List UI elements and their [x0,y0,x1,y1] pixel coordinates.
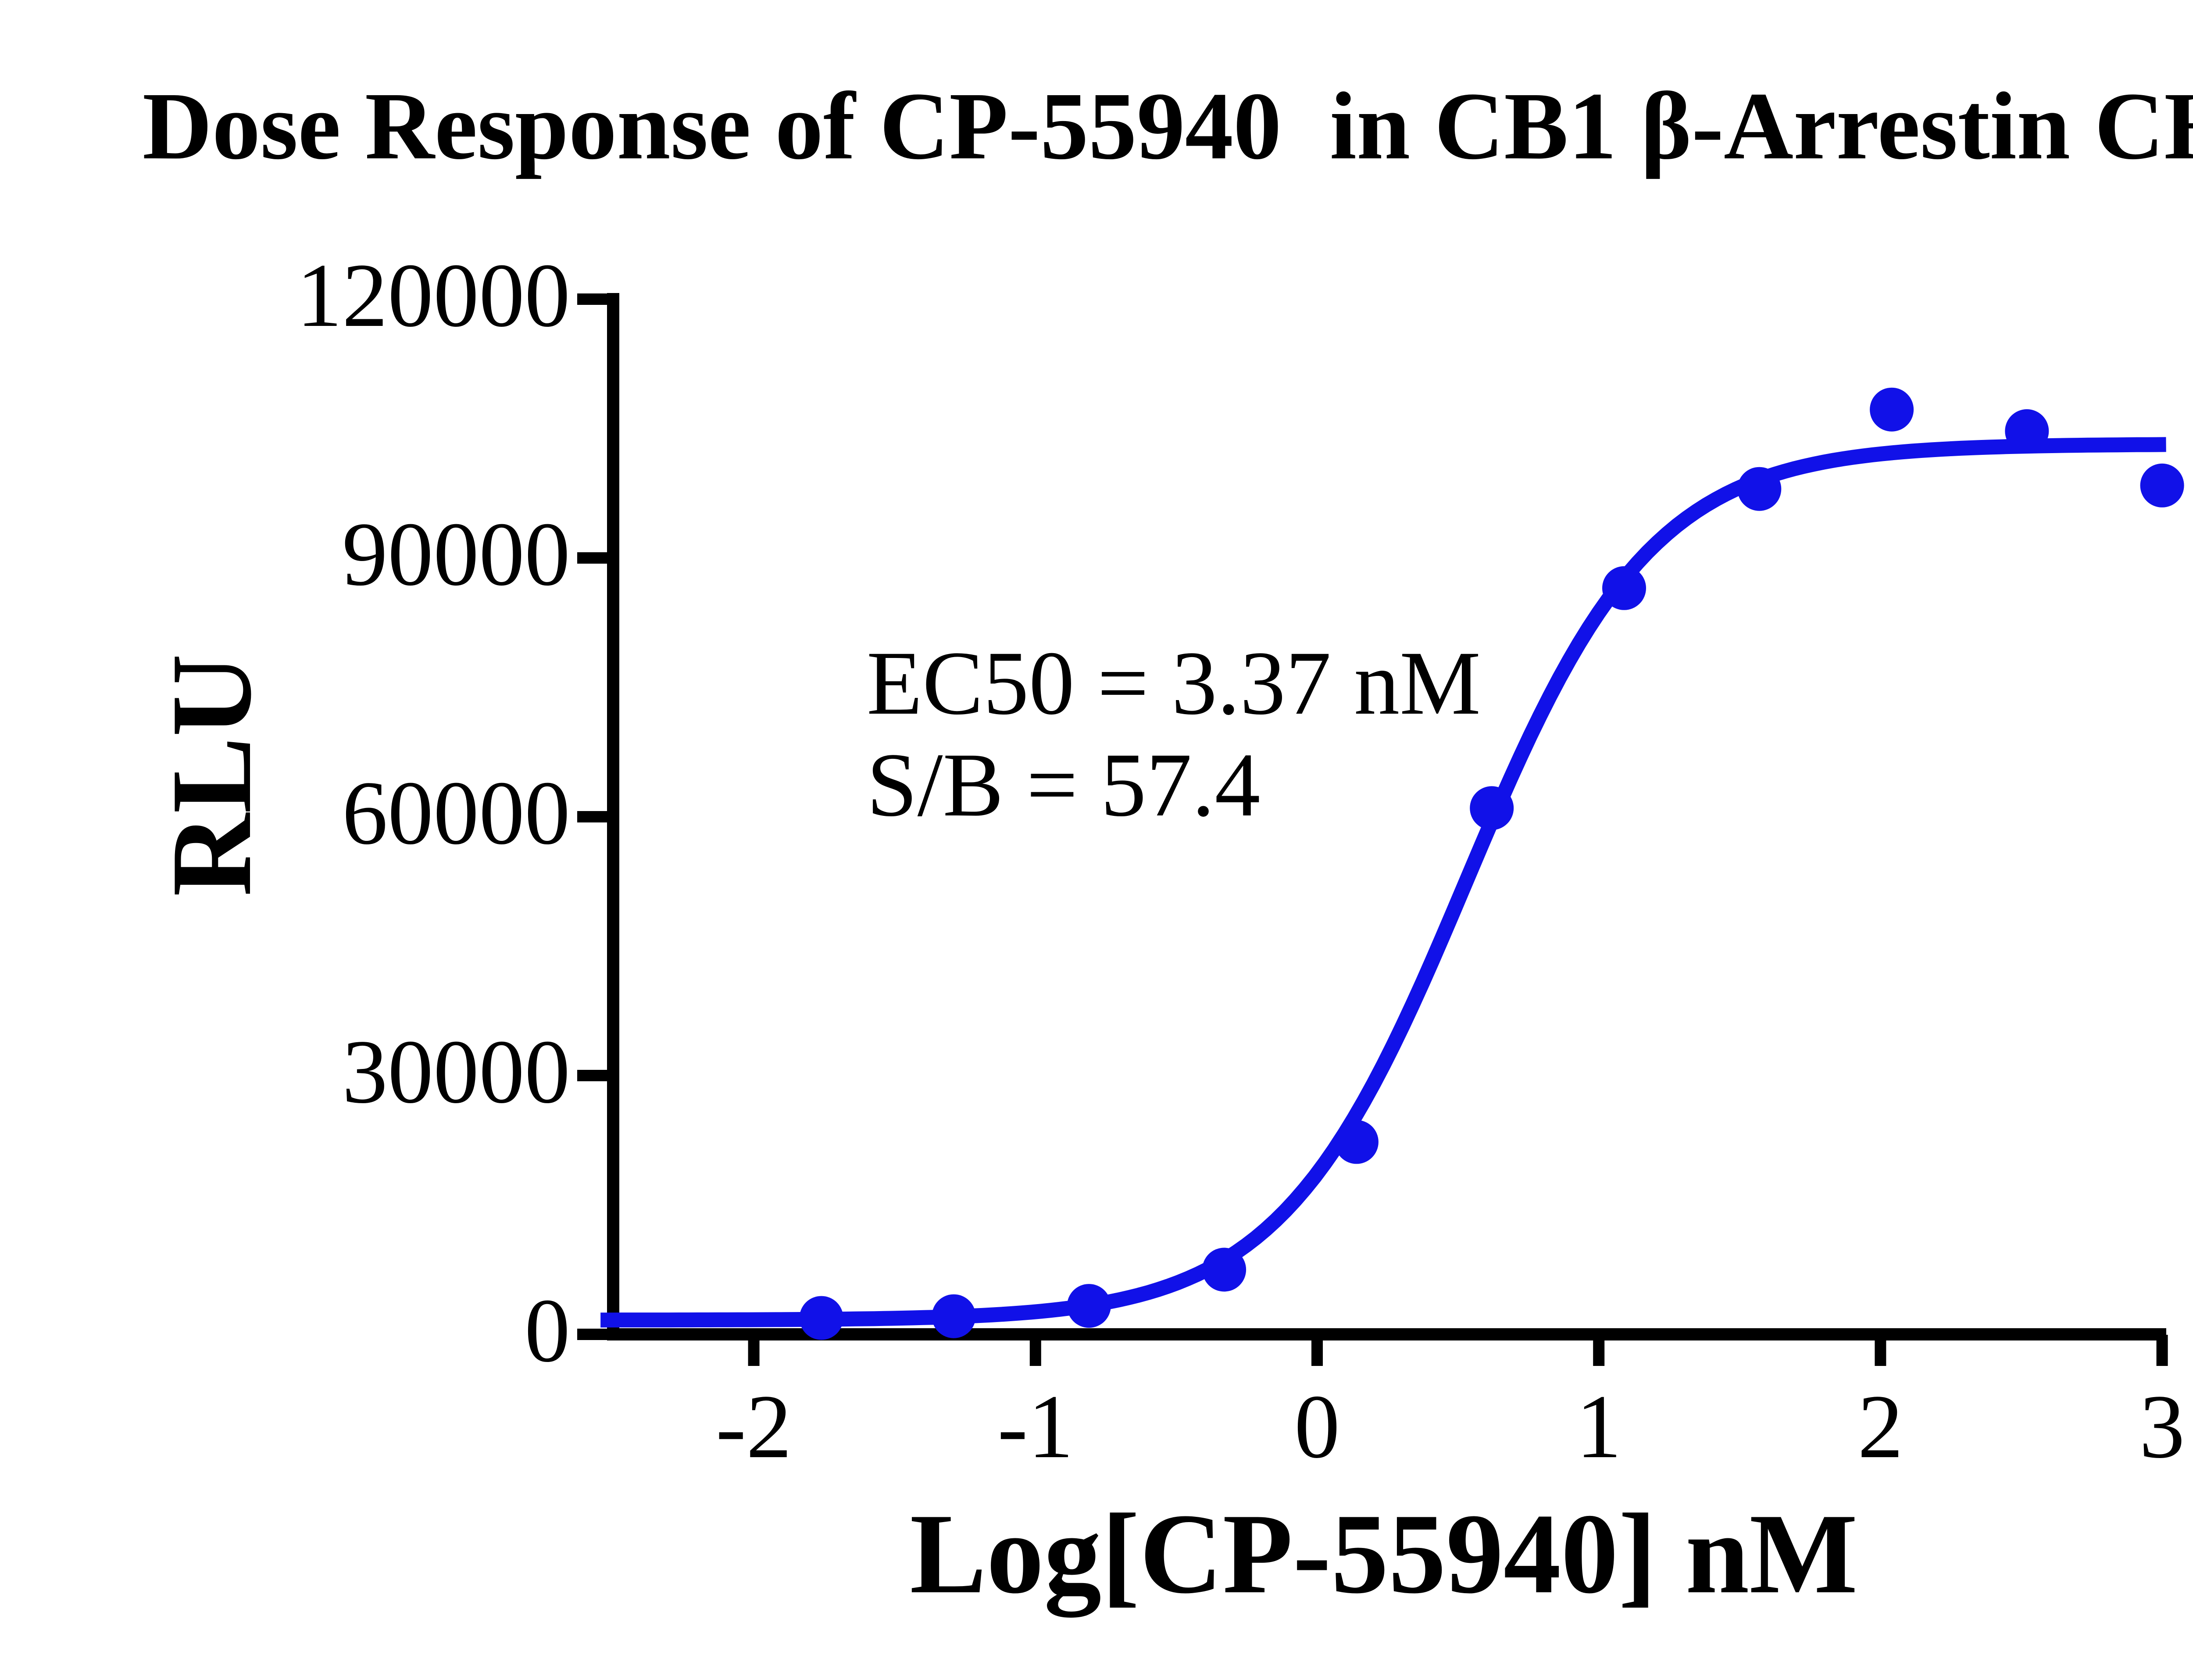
data-point [2005,409,2049,453]
y-tick-label-0: 0 [525,1280,570,1381]
data-point [1470,786,1514,830]
data-point [1602,566,1646,610]
annotation-ec50: EC50 = 3.37 nM [867,633,1481,733]
data-point [1870,387,1914,432]
y-tick-label-3: 90000 [342,504,570,604]
fit-curve [600,437,2166,1328]
y-tick-label-1: 30000 [342,1021,570,1122]
x-tick-label-3: 1 [1576,1376,1622,1477]
chart-title: Dose Response of CP-55940 in CB1 β-Arres… [142,72,2193,179]
data-point [1202,1247,1247,1292]
data-point [799,1296,843,1340]
y-tick-label-2: 60000 [342,762,570,863]
data-point [1334,1120,1379,1164]
x-tick-label-2: 0 [1294,1376,1340,1477]
data-point [1737,467,1782,511]
x-tick-label-1: -1 [997,1376,1074,1477]
x-axis-title: Log[CP-55940] nM [910,1490,1858,1617]
annotation-signal-background: S/B = 57.4 [867,734,1261,835]
x-tick-label-4: 2 [1857,1376,1904,1477]
x-tick-label-5: 3 [2139,1376,2185,1477]
x-tick-label-0: -2 [715,1376,792,1477]
data-point [1067,1284,1111,1328]
data-point [2140,463,2184,508]
data-point [932,1294,976,1338]
y-tick-label-4: 120000 [296,245,570,346]
